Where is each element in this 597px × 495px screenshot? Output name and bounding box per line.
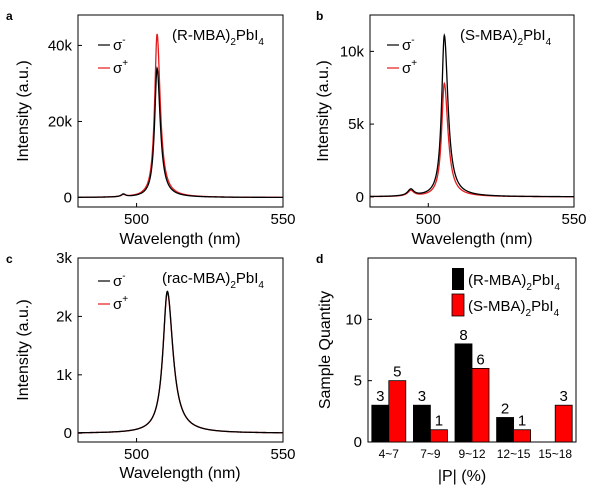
- y-tick-label: 5k: [348, 116, 364, 133]
- x-tick-label: 550: [561, 211, 586, 228]
- panel-a-ticks: 500 550 0 20k 40k: [48, 37, 296, 228]
- bar-s-mba: [471, 367, 490, 443]
- legend-sigma-plus-label: σ+: [402, 58, 417, 77]
- y-tick-label: 0: [356, 189, 364, 206]
- bar-s-mba: [429, 429, 448, 443]
- panel-b-lines: [370, 33, 574, 198]
- panel-b-ylabel: Intensity (a.u.): [315, 60, 332, 161]
- y-tick-label: 40k: [48, 37, 73, 54]
- panel-c: c 500 550 0 1k 2k 3k Wavelength (nm) Intensit…: [6, 250, 296, 482]
- legend-sigma-plus-label: σ+: [113, 294, 128, 313]
- panel-d-legend: (R-MBA)2PbI4 (S-MBA)2PbI4: [451, 268, 560, 319]
- bar-value-label: 3: [376, 388, 384, 405]
- panel-a-ylabel: Intensity (a.u.): [15, 60, 32, 161]
- panel-b-ticks: 500 550 0 5k 10k: [340, 43, 587, 228]
- legend-r-mba-label: (R-MBA)2PbI4: [468, 272, 560, 293]
- panel-b-xlabel: Wavelength (nm): [411, 231, 532, 248]
- bar-value-label: 6: [476, 351, 484, 368]
- y-tick-label: 0: [354, 434, 362, 451]
- bar-value-label: 1: [435, 413, 443, 430]
- panel-d-letter: d: [316, 252, 323, 266]
- panel-b-letter: b: [316, 9, 323, 23]
- panel-a-sample-label: (R-MBA)2PbI4: [172, 27, 264, 48]
- panel-a-legend: σ- σ+: [98, 35, 128, 77]
- panel-b: b 500 550 0 5k 10k Wavelength (nm) Intensity…: [315, 9, 587, 248]
- y-tick-label: 0: [64, 425, 72, 442]
- bar-r-mba: [454, 343, 473, 443]
- x-tick-label: 500: [124, 446, 149, 463]
- bar-value-label: 5: [393, 364, 401, 381]
- panel-c-legend: σ- σ+: [98, 271, 128, 313]
- legend-s-mba-swatch: [451, 293, 465, 317]
- panel-d-ylabel: Sample Quantity: [317, 291, 334, 409]
- bar-r-mba: [371, 404, 390, 443]
- x-category-label: 12~15: [497, 447, 531, 461]
- legend-sigma-plus-label: σ+: [113, 58, 128, 77]
- series-sigma-minus-line: [78, 65, 283, 199]
- bar-r-mba: [496, 417, 515, 443]
- x-category-label: 9~12: [458, 447, 485, 461]
- x-tick-label: 550: [270, 211, 295, 228]
- bar-r-mba: [412, 404, 431, 443]
- series-sigma-minus-line: [370, 33, 574, 198]
- bar-value-label: 2: [501, 400, 509, 417]
- legend-s-mba-label: (S-MBA)2PbI4: [468, 298, 560, 319]
- panel-a: a 500 550 0 20k 40k Wavelength (nm) Intensit…: [6, 9, 296, 248]
- y-tick-label: 10: [345, 311, 362, 328]
- panel-a-letter: a: [6, 9, 13, 23]
- bar-s-mba: [513, 429, 531, 443]
- x-category-label: 7~9: [420, 447, 441, 461]
- panel-a-xlabel: Wavelength (nm): [119, 231, 240, 248]
- y-tick-label: 20k: [48, 113, 73, 130]
- x-tick-label: 500: [416, 211, 441, 228]
- bar-value-label: 1: [518, 413, 526, 430]
- panel-c-ticks: 500 550 0 1k 2k 3k: [56, 250, 295, 463]
- x-tick-label: 500: [124, 211, 149, 228]
- panel-a-plot-frame: [77, 14, 284, 208]
- panel-d-xlabel: |P| (%): [438, 468, 486, 485]
- y-tick-label: 5: [354, 373, 362, 390]
- bar-s-mba: [554, 404, 573, 443]
- panel-c-plot-frame: [77, 257, 284, 443]
- x-category-label: 4~7: [379, 447, 400, 461]
- panel-c-letter: c: [6, 252, 13, 266]
- x-tick-label: 550: [270, 446, 295, 463]
- bar-value-label: 3: [560, 388, 568, 405]
- y-tick-label: 3k: [56, 250, 72, 267]
- bar-s-mba: [388, 380, 407, 443]
- panel-c-ylabel: Intensity (a.u.): [15, 299, 32, 400]
- panel-c-xlabel: Wavelength (nm): [119, 465, 240, 482]
- panel-a-lines: [78, 33, 284, 199]
- panel-b-sample-label: (S-MBA)2PbI4: [460, 27, 552, 48]
- bar-value-label: 3: [418, 388, 426, 405]
- panel-c-lines: [77, 290, 283, 434]
- panel-b-legend: σ- σ+: [387, 35, 417, 77]
- panel-c-sample-label: (rac-MBA)2PbI4: [162, 270, 264, 291]
- panel-d-ticks: 0 5 10 4~7 7~9 9~12 12~15 15~18: [345, 311, 572, 461]
- y-tick-label: 2k: [56, 308, 72, 325]
- panel-b-plot-frame: [369, 14, 575, 208]
- y-tick-label: 1k: [56, 367, 72, 384]
- y-tick-label: 10k: [340, 43, 365, 60]
- legend-r-mba-swatch: [452, 268, 464, 290]
- legend-sigma-minus-label: σ-: [402, 35, 415, 54]
- legend-sigma-minus-label: σ-: [113, 35, 126, 54]
- bar-value-label: 8: [459, 327, 467, 344]
- series-sigma-plus-line: [78, 291, 283, 434]
- x-category-label: 15~18: [538, 447, 572, 461]
- series-sigma-minus-line: [77, 290, 283, 434]
- legend-sigma-minus-label: σ-: [113, 271, 126, 290]
- y-tick-label: 0: [64, 189, 72, 206]
- series-sigma-plus-line: [370, 81, 574, 198]
- series-sigma-plus-line: [78, 33, 284, 198]
